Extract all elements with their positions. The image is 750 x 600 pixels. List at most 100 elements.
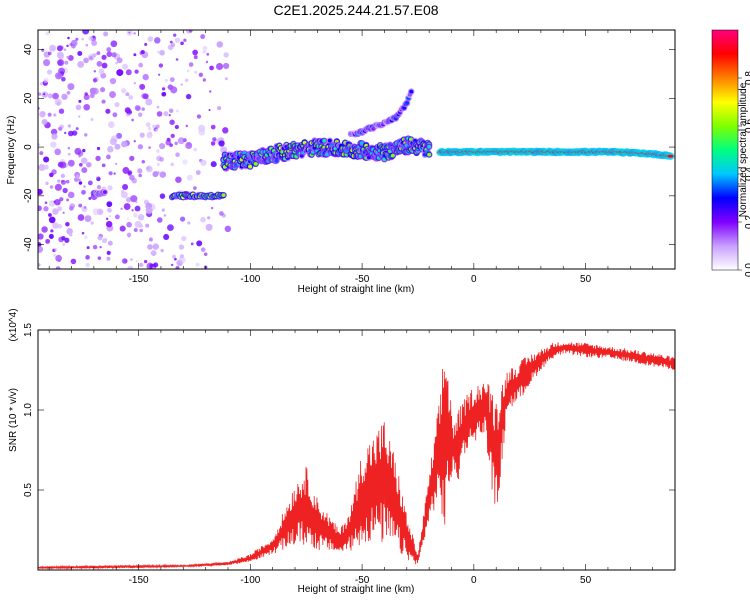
noise-speckle — [41, 111, 46, 115]
noise-speckle — [106, 51, 113, 58]
noise-speckle — [79, 162, 83, 167]
noise-speckle — [172, 254, 176, 259]
noise-speckle — [43, 156, 50, 163]
noise-speckle — [184, 78, 189, 83]
noise-speckle — [156, 111, 163, 117]
noise-speckle — [212, 137, 217, 142]
x-tick-label: -150 — [129, 274, 149, 285]
noise-speckle — [64, 237, 70, 243]
noise-speckle — [178, 256, 186, 264]
noise-speckle — [216, 64, 220, 68]
colorbar-label: Normalized spectral amplitude — [738, 82, 749, 217]
noise-speckle — [133, 212, 138, 218]
y-tick-label: 20 — [23, 92, 34, 104]
snr-y-label: SNR (10 * v/v) — [8, 388, 19, 452]
noise-speckle — [67, 159, 75, 167]
noise-speckle — [64, 131, 67, 135]
noise-speckle — [38, 92, 42, 96]
noise-speckle — [196, 240, 203, 247]
noise-speckle — [152, 243, 159, 250]
noise-speckle — [170, 162, 174, 167]
noise-speckle — [65, 179, 70, 184]
noise-speckle — [85, 255, 90, 260]
noise-speckle — [47, 93, 53, 99]
noise-speckle — [219, 211, 224, 216]
noise-speckle — [148, 146, 151, 149]
noise-speckle — [122, 184, 129, 191]
noise-speckle — [145, 223, 150, 228]
noise-speckle — [78, 99, 82, 103]
noise-speckle — [149, 263, 154, 268]
x-tick-label: -50 — [355, 274, 370, 285]
noise-speckle — [78, 115, 81, 118]
noise-speckle — [82, 30, 90, 35]
noise-speckle — [69, 43, 73, 47]
noise-speckle — [137, 144, 144, 150]
noise-speckle — [156, 50, 160, 54]
noise-speckle — [88, 197, 92, 200]
noise-speckle — [200, 247, 206, 252]
noise-speckle — [134, 69, 139, 74]
noise-speckle — [131, 118, 134, 122]
noise-speckle — [81, 37, 85, 41]
noise-speckle — [57, 206, 62, 212]
x-tick-label: -150 — [129, 575, 149, 586]
rising-band-mark — [427, 144, 432, 149]
noise-speckle — [159, 49, 165, 56]
noise-speckle — [148, 237, 153, 242]
noise-speckle — [111, 52, 117, 58]
noise-speckle — [126, 30, 133, 36]
noise-speckle — [112, 112, 118, 118]
noise-speckle — [95, 155, 101, 162]
noise-speckle — [161, 91, 167, 97]
noise-speckle — [62, 211, 65, 214]
noise-speckle — [133, 228, 138, 232]
noise-speckle — [165, 79, 168, 82]
noise-speckle — [75, 127, 79, 131]
noise-speckle — [91, 87, 99, 95]
noise-speckle — [56, 51, 64, 59]
noise-speckle — [202, 78, 207, 82]
noise-speckle — [223, 62, 230, 70]
noise-speckle — [88, 36, 93, 41]
noise-speckle — [189, 30, 193, 33]
noise-speckle — [187, 221, 191, 225]
noise-speckle — [223, 52, 229, 58]
noise-speckle — [49, 172, 54, 178]
noise-speckle — [97, 235, 103, 241]
noise-speckle — [196, 114, 202, 119]
noise-speckle — [175, 266, 180, 269]
noise-speckle — [198, 72, 203, 77]
noise-speckle — [200, 159, 207, 166]
noise-speckle — [54, 247, 58, 252]
noise-speckle — [175, 109, 179, 113]
noise-speckle — [52, 208, 59, 215]
noise-speckle — [210, 124, 216, 130]
noise-speckle — [123, 203, 131, 210]
noise-speckle — [64, 60, 69, 65]
noise-speckle — [111, 135, 118, 142]
noise-speckle — [53, 113, 57, 117]
noise-speckle — [125, 92, 130, 97]
noise-speckle — [43, 93, 46, 96]
noise-speckle — [166, 137, 171, 142]
noise-speckle — [81, 231, 85, 235]
noise-speckle — [108, 171, 113, 176]
noise-speckle — [65, 221, 70, 227]
noise-speckle — [159, 143, 166, 150]
noise-speckle — [186, 174, 193, 181]
colorbar-tick-label: 0.8 — [744, 71, 750, 85]
noise-speckle — [195, 170, 201, 175]
noise-speckle — [55, 72, 63, 80]
noise-speckle — [53, 254, 56, 257]
noise-speckle — [101, 163, 106, 168]
noise-speckle — [101, 54, 107, 60]
noise-speckle — [142, 73, 149, 81]
y-tick-label: -40 — [23, 237, 34, 252]
noise-speckle — [145, 98, 153, 106]
noise-speckle — [122, 63, 129, 70]
noise-speckle — [158, 63, 164, 68]
noise-speckle — [52, 92, 59, 100]
noise-speckle — [89, 93, 95, 99]
